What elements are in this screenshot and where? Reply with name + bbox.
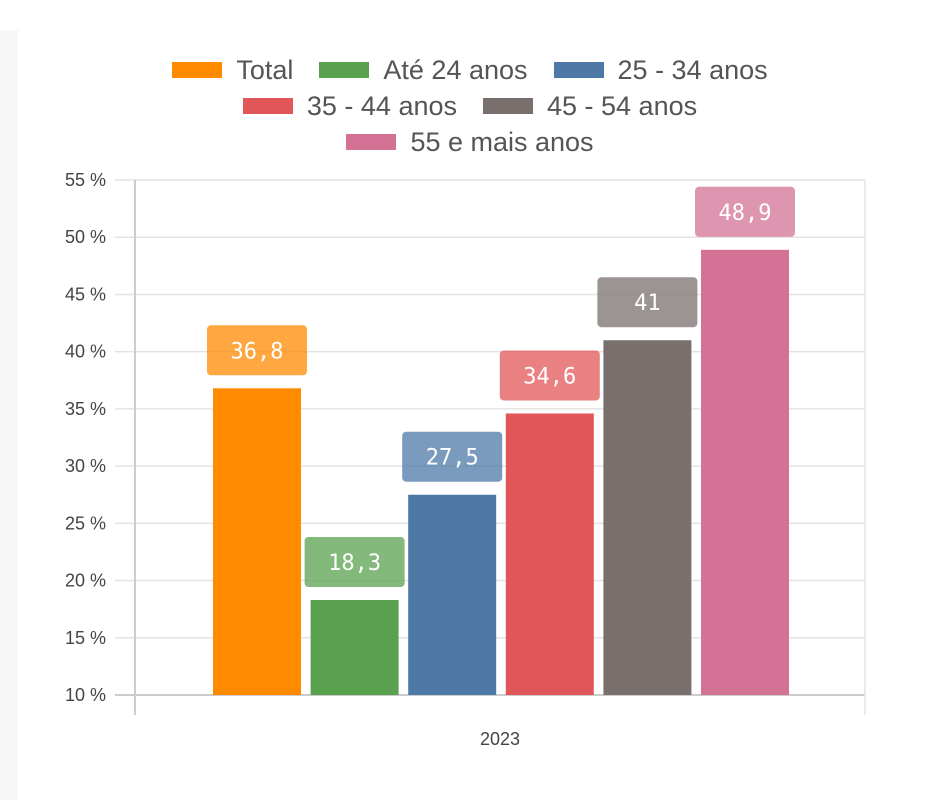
y-tick-label: 10 % (65, 685, 106, 705)
legend-swatch (319, 62, 370, 78)
x-tick-label: 2023 (480, 729, 520, 749)
y-tick-label: 45 % (65, 284, 106, 304)
data-label-box (304, 537, 405, 588)
legend-label: 45 - 54 anos (547, 91, 698, 121)
legend: Total Até 24 anos 25 - 34 anos 35 - 44 a… (0, 52, 940, 160)
data-label: 41 (634, 291, 661, 316)
legend-item-55-mais[interactable]: 55 e mais anos (346, 124, 594, 160)
data-label-box (695, 186, 795, 237)
legend-item-35-44[interactable]: 35 - 44 anos (242, 88, 457, 124)
bar-at-24-anos (310, 600, 399, 695)
panel-edge (0, 30, 18, 800)
bar-35-44-anos (505, 413, 594, 695)
y-tick-label: 30 % (65, 456, 106, 476)
data-label-box (402, 431, 503, 482)
bar-45-54-anos (603, 340, 692, 695)
legend-item-total[interactable]: Total (172, 52, 293, 88)
y-tick-label: 35 % (65, 399, 106, 419)
legend-item-ate-24[interactable]: Até 24 anos (319, 52, 528, 88)
data-label-box (207, 325, 307, 376)
y-tick-label: 40 % (65, 342, 106, 362)
legend-label: Total (236, 55, 294, 85)
y-tick-label: 25 % (65, 513, 106, 533)
data-label-box (597, 277, 698, 328)
y-tick-label: 15 % (65, 628, 106, 648)
data-label-box (499, 350, 600, 401)
data-label: 34,6 (523, 364, 576, 389)
legend-swatch (242, 98, 293, 114)
legend-swatch (346, 134, 397, 150)
legend-item-25-34[interactable]: 25 - 34 anos (553, 52, 768, 88)
y-tick-label: 50 % (65, 227, 106, 247)
legend-label: 35 - 44 anos (306, 91, 457, 121)
data-label: 48,9 (719, 201, 772, 226)
data-label: 18,3 (328, 551, 381, 576)
data-label: 36,8 (231, 339, 284, 364)
legend-label: 55 e mais anos (410, 127, 594, 157)
bar-total (213, 388, 301, 695)
y-tick-label: 20 % (65, 571, 106, 591)
legend-item-45-54[interactable]: 45 - 54 anos (483, 88, 697, 124)
bar-25-34-anos (408, 494, 497, 695)
legend-label: Até 24 anos (383, 55, 528, 85)
data-label: 27,5 (426, 446, 479, 471)
bar-55-e-mais-anos (701, 249, 789, 696)
y-tick-label: 55 % (65, 170, 106, 190)
legend-swatch (172, 62, 223, 78)
legend-label: 25 - 34 anos (617, 55, 768, 85)
legend-swatch (483, 98, 533, 114)
legend-swatch (553, 62, 604, 78)
